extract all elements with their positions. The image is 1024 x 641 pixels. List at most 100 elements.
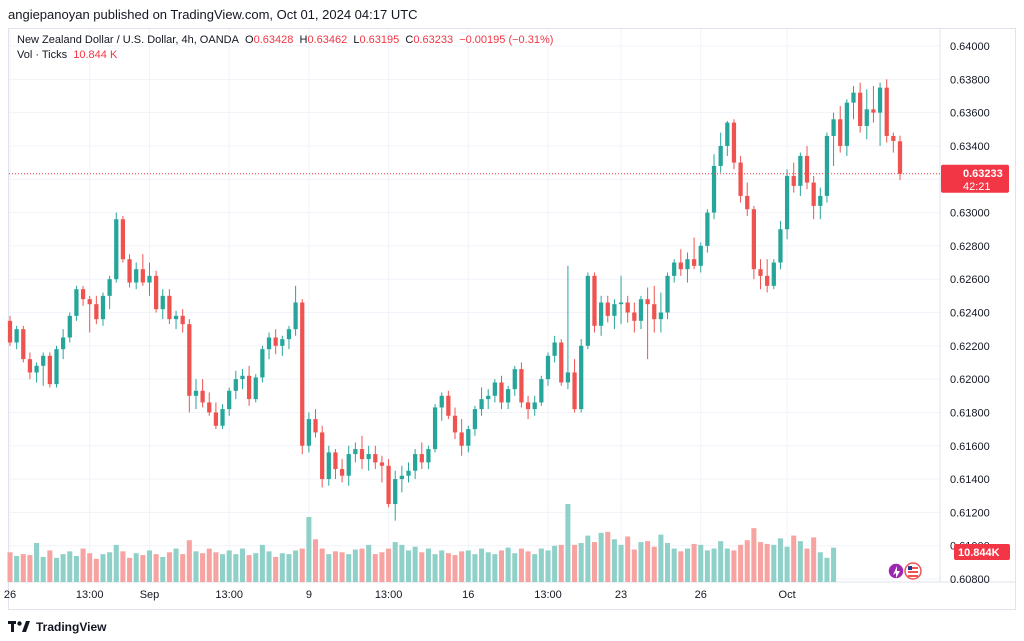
- candle: [107, 275, 112, 310]
- candle: [884, 79, 889, 143]
- candle: [293, 285, 298, 336]
- candle-body: [439, 395, 444, 408]
- candle-body: [266, 337, 272, 350]
- candle-body: [678, 262, 683, 270]
- volume-bar: [213, 552, 219, 582]
- candle-body: [851, 92, 856, 103]
- volume-bar: [797, 541, 803, 582]
- candle: [61, 329, 66, 360]
- volume-label: Vol · Ticks: [17, 49, 68, 61]
- candle-body: [665, 275, 670, 313]
- candle-body: [545, 355, 551, 380]
- candle-body: [804, 155, 810, 183]
- x-tick-label: 16: [462, 589, 474, 601]
- volume-bar: [87, 553, 93, 582]
- candle-body: [711, 165, 717, 213]
- candle: [844, 99, 849, 156]
- candle: [618, 275, 624, 325]
- volume-bar: [399, 544, 405, 582]
- chart-frame[interactable]: [8, 28, 1016, 610]
- volume-bar: [127, 557, 133, 582]
- y-tick-label: 0.62200: [950, 341, 990, 353]
- volume-bar: [359, 548, 365, 582]
- publisher-line: angiepanoyan published on TradingView.co…: [8, 7, 418, 22]
- candle: [14, 325, 19, 350]
- low-label: L: [353, 34, 360, 46]
- candle: [565, 265, 571, 390]
- volume-bar: [306, 517, 312, 582]
- volume-bar: [665, 543, 671, 582]
- candle-body: [399, 475, 404, 480]
- volume-bar: [120, 551, 126, 582]
- volume-bar: [479, 548, 485, 582]
- lightning-icon: [893, 566, 900, 578]
- volume-bar: [180, 554, 186, 582]
- candle: [339, 459, 345, 483]
- candle: [94, 295, 99, 325]
- volume-bar: [591, 542, 598, 582]
- candle-body: [466, 429, 471, 446]
- candle: [452, 407, 458, 440]
- candle-body: [638, 299, 644, 321]
- candle-body: [359, 449, 365, 460]
- candle: [738, 155, 743, 203]
- candle-body: [818, 195, 823, 206]
- candle-body: [273, 337, 278, 346]
- candle-body: [771, 262, 776, 286]
- candle: [286, 325, 292, 350]
- y-tick-label: 0.64000: [950, 41, 990, 53]
- candle: [579, 339, 584, 413]
- volume-bar: [492, 554, 498, 582]
- volume-bar: [738, 544, 744, 582]
- volume-bar: [691, 543, 697, 582]
- candle: [114, 212, 119, 283]
- candle-body: [54, 349, 59, 385]
- candle: [818, 187, 823, 220]
- volume-bar: [326, 554, 332, 582]
- candle: [658, 292, 664, 333]
- candle-body: [200, 390, 205, 403]
- candle: [791, 162, 796, 193]
- candle: [67, 312, 72, 343]
- x-tick-label: Oct: [779, 589, 796, 601]
- candle-body: [286, 329, 292, 340]
- volume-bar: [538, 548, 544, 582]
- candle-body: [21, 329, 26, 360]
- candle: [120, 215, 126, 263]
- candle-body: [280, 339, 285, 346]
- candle-body: [884, 87, 889, 136]
- volume-bar: [804, 548, 810, 582]
- volume-bar: [73, 556, 79, 582]
- open-label: O: [245, 34, 254, 46]
- candle: [499, 375, 504, 410]
- candle-body: [253, 377, 258, 400]
- close-label: C: [405, 34, 414, 46]
- candle: [765, 259, 770, 293]
- candle-body: [877, 87, 883, 113]
- flag-canton: [908, 566, 912, 570]
- volume-bar: [173, 548, 179, 582]
- candle: [74, 285, 79, 321]
- candle-body: [652, 304, 657, 320]
- candle: [466, 425, 471, 453]
- candle-body: [791, 175, 796, 186]
- x-tick-label: 13:00: [215, 589, 243, 601]
- candle-body: [213, 412, 219, 426]
- y-tick-label: 0.63800: [950, 74, 990, 86]
- candle-body: [27, 359, 33, 373]
- candle: [592, 272, 597, 333]
- candle: [54, 345, 59, 388]
- candle-body: [220, 409, 225, 426]
- candle-body: [87, 299, 92, 305]
- candle-body: [831, 119, 836, 136]
- volume-bar: [153, 554, 159, 582]
- volume-bar: [239, 548, 245, 582]
- candle-body: [346, 454, 351, 476]
- countdown-label: 42:21: [963, 181, 991, 193]
- candle-body: [34, 365, 39, 373]
- header: angiepanoyan published on TradingView.co…: [0, 0, 1024, 28]
- volume-bar: [565, 504, 571, 582]
- candle-body: [393, 479, 398, 505]
- candle: [180, 309, 185, 333]
